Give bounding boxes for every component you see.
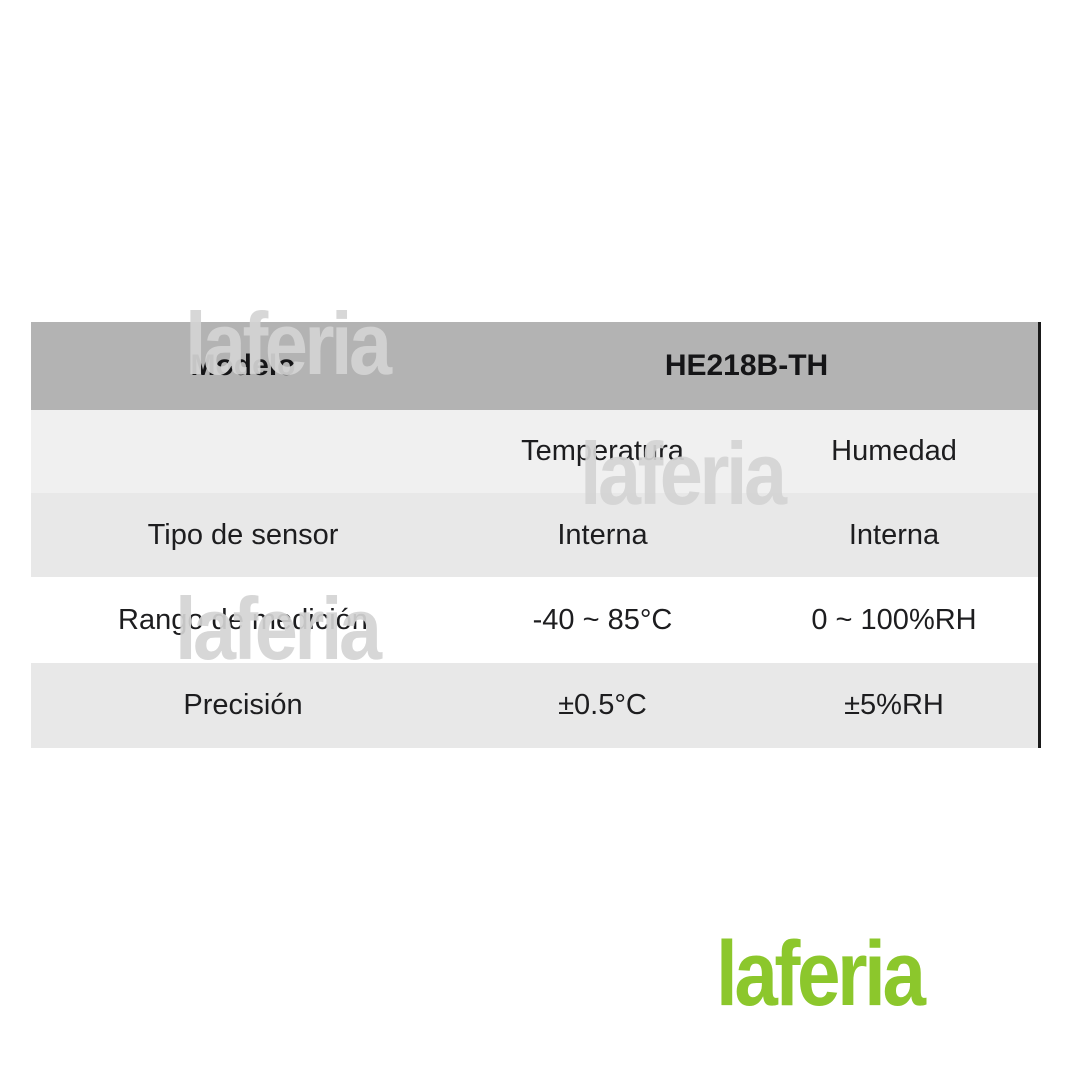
table-row-sensor-type: Tipo de sensor Interna Interna: [31, 493, 1038, 577]
cell-precision-temperature: ±0.5°C: [558, 689, 647, 721]
table-row-precision: Precisión ±0.5°C ±5%RH: [31, 663, 1038, 748]
cell-precision-humidity: ±5%RH: [844, 689, 944, 721]
cell-precision-label: Precisión: [183, 689, 303, 721]
spec-table-header-row: Modelo HE218B-TH: [31, 322, 1038, 410]
cell-sensor-type-humidity: Interna: [848, 518, 940, 551]
subheader-temperature: Temperatura: [521, 435, 684, 467]
cell-range-humidity: 0 ~ 100%RH: [811, 603, 977, 636]
laferia-logo: laferia: [716, 923, 926, 1025]
cell-empty: [31, 410, 455, 493]
cell-sensor-type-label: Tipo de sensor: [147, 518, 339, 551]
cell-range-label: Rango de medición: [118, 603, 368, 636]
cell-range-temperature: -40 ~ 85°C: [532, 603, 673, 636]
subheader-humidity: Humedad: [831, 435, 957, 467]
spec-table: Modelo HE218B-TH Temperatura Humedad Tip…: [31, 322, 1041, 748]
header-model-value: HE218B-TH: [664, 349, 829, 382]
table-row-measuring-range: Rango de medición -40 ~ 85°C 0 ~ 100%RH: [31, 577, 1038, 663]
spec-table-subheader-row: Temperatura Humedad: [31, 410, 1038, 493]
header-model-label: Modelo: [190, 349, 296, 382]
cell-sensor-type-temperature: Interna: [557, 518, 648, 551]
